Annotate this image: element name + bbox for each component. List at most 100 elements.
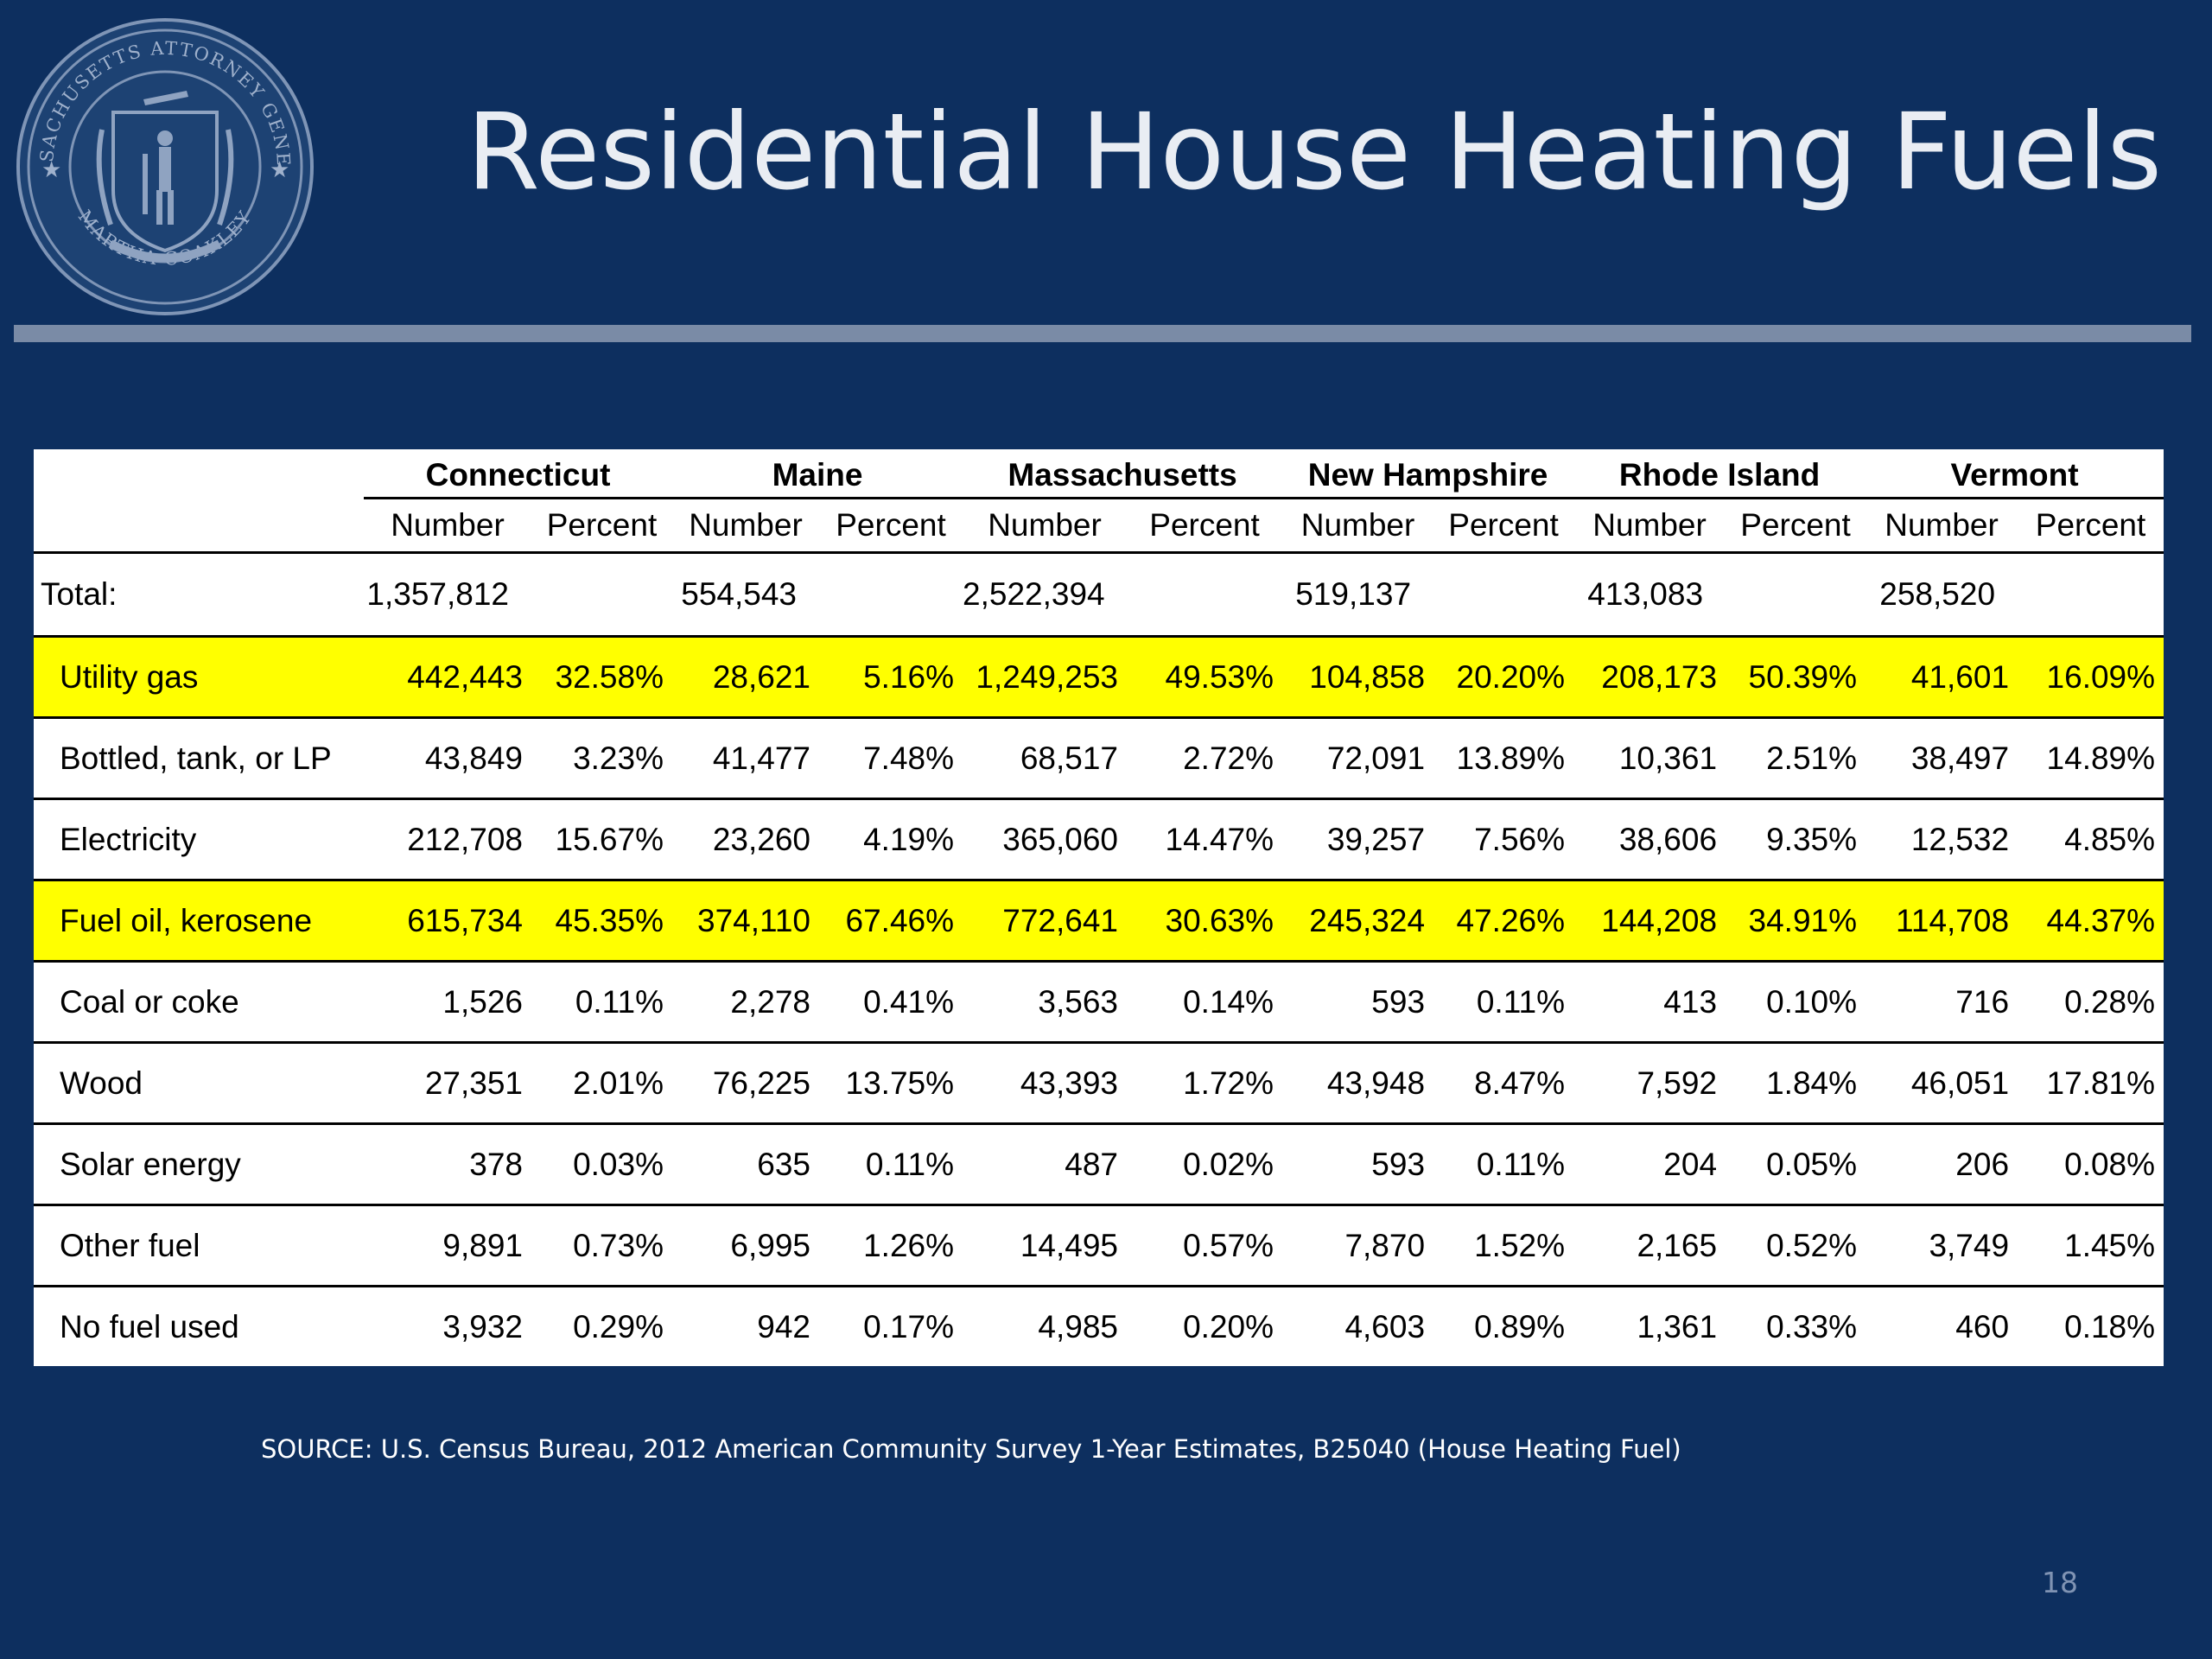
number-cell: 365,060	[963, 798, 1128, 881]
percent-cell: 0.18%	[2064, 1308, 2156, 1344]
percent-cell: 0.11%	[531, 961, 672, 1044]
percent-cell: 0.57%	[1127, 1205, 1283, 1287]
table-row: Bottled, tank, or LP 43,849 3.23% 41,477 7.4…	[34, 717, 2164, 800]
percent-cell: 50.39%	[1726, 636, 1866, 719]
percent-cell: 0.11%	[1433, 1123, 1574, 1206]
number-cell: 460	[1955, 1308, 2010, 1344]
number-cell: 1,361	[1637, 1308, 1718, 1344]
percent-cell: 0.02%	[1127, 1123, 1283, 1206]
number-cell: 4,603	[1344, 1308, 1426, 1344]
percent-cell: 1.26%	[819, 1205, 963, 1287]
number-cell: 12,532	[1866, 798, 2018, 881]
number-cell: 43,849	[364, 717, 531, 800]
percent-cell: 49.53%	[1127, 636, 1283, 719]
table-row: Other fuel 9,891 0.73% 6,995 1.26% 14,495 0.57…	[34, 1205, 2164, 1287]
percent-cell: 8.47%	[1433, 1042, 1574, 1125]
table-row: Solar energy 378 0.03% 635 0.11% 487 0.02% 593 0…	[34, 1123, 2164, 1206]
table-row: Electricity 212,708 15.67% 23,260 4.19% 365,0…	[34, 798, 2164, 881]
fuel-type-label: Other fuel	[34, 1205, 364, 1287]
percent-cell: 44.37%	[2018, 880, 2164, 963]
number-cell: 3,932	[442, 1308, 523, 1344]
percent-cell: 0.33%	[1766, 1308, 1858, 1344]
percent-cell: 47.26%	[1433, 880, 1574, 963]
number-cell: 208,173	[1573, 636, 1726, 719]
state-header: Massachusetts	[963, 449, 1283, 499]
svg-text:★: ★	[270, 157, 289, 183]
percent-cell: 2.51%	[1726, 717, 1866, 800]
number-cell: 144,208	[1573, 880, 1726, 963]
number-cell: 104,858	[1282, 636, 1434, 719]
number-cell: 206	[1866, 1123, 2018, 1206]
slide-title: Residential House Heating Fuels	[467, 91, 2163, 213]
number-cell: 615,734	[364, 880, 531, 963]
number-cell: 942	[757, 1308, 810, 1344]
state-header: Vermont	[1866, 449, 2164, 499]
percent-cell: 5.16%	[819, 636, 963, 719]
percent-cell: 1.45%	[2018, 1205, 2164, 1287]
svg-text:★: ★	[41, 157, 61, 183]
number-cell: 374,110	[672, 880, 819, 963]
percent-cell: 32.58%	[531, 636, 672, 719]
state-header: Rhode Island	[1573, 449, 1866, 499]
percent-cell: 3.23%	[531, 717, 672, 800]
number-cell: 46,051	[1866, 1042, 2018, 1125]
total-value: 1,357,812	[364, 552, 531, 638]
number-cell: 41,477	[672, 717, 819, 800]
total-value: 413,083	[1573, 552, 1726, 638]
table-row: Coal or coke 1,526 0.11% 2,278 0.41% 3,563 0.1…	[34, 961, 2164, 1044]
number-cell: 3,563	[963, 961, 1128, 1044]
fuel-rows: Utility gas 442,443 32.58% 28,621 5.16% 1,249…	[34, 636, 2164, 1367]
fuel-type-label: Bottled, tank, or LP	[34, 717, 364, 800]
page-number: 18	[2042, 1566, 2078, 1599]
total-value: 519,137	[1282, 552, 1434, 638]
number-cell: 245,324	[1282, 880, 1434, 963]
column-header-percent: Percent	[1127, 499, 1283, 554]
column-header-number: Number	[963, 499, 1128, 554]
column-header-row: Number Percent Number Percent Number Per…	[34, 499, 2164, 554]
percent-cell: 34.91%	[1726, 880, 1866, 963]
column-header-number: Number	[672, 499, 819, 554]
title-divider	[14, 325, 2191, 342]
percent-cell: 0.11%	[1433, 961, 1574, 1044]
percent-cell: 13.75%	[819, 1042, 963, 1125]
source-note: SOURCE: U.S. Census Bureau, 2012 America…	[261, 1434, 1681, 1464]
number-cell: 1,249,253	[963, 636, 1128, 719]
percent-cell: 4.85%	[2018, 798, 2164, 881]
corner-cell	[34, 449, 364, 499]
percent-cell: 15.67%	[531, 798, 672, 881]
column-header-percent: Percent	[1726, 499, 1866, 554]
number-cell: 43,393	[963, 1042, 1128, 1125]
number-cell: 593	[1282, 961, 1434, 1044]
fuel-type-label: Wood	[34, 1042, 364, 1125]
percent-cell: 17.81%	[2018, 1042, 2164, 1125]
number-cell: 10,361	[1573, 717, 1726, 800]
percent-cell: 7.48%	[819, 717, 963, 800]
percent-cell: 0.20%	[1183, 1308, 1274, 1344]
percent-cell: 14.47%	[1127, 798, 1283, 881]
fuel-type-label: No fuel used	[60, 1308, 239, 1344]
percent-cell: 0.28%	[2018, 961, 2164, 1044]
number-cell: 1,526	[364, 961, 531, 1044]
fuel-type-label: Utility gas	[34, 636, 364, 719]
percent-cell: 1.84%	[1726, 1042, 1866, 1125]
percent-cell: 0.29%	[573, 1308, 664, 1344]
percent-cell: 0.05%	[1726, 1123, 1866, 1206]
number-cell: 28,621	[672, 636, 819, 719]
number-cell: 4,985	[1038, 1308, 1119, 1344]
percent-cell: 9.35%	[1726, 798, 1866, 881]
percent-cell: 0.41%	[819, 961, 963, 1044]
percent-cell: 4.19%	[819, 798, 963, 881]
number-cell: 7,870	[1282, 1205, 1434, 1287]
column-header-percent: Percent	[1433, 499, 1574, 554]
percent-cell: 7.56%	[1433, 798, 1574, 881]
number-cell: 635	[672, 1123, 819, 1206]
number-cell: 38,606	[1573, 798, 1726, 881]
table-row: Utility gas 442,443 32.58% 28,621 5.16% 1,249…	[34, 636, 2164, 719]
fuel-type-label: Electricity	[34, 798, 364, 881]
column-header-number: Number	[1573, 499, 1726, 554]
number-cell: 41,601	[1866, 636, 2018, 719]
state-header-row: Connecticut Maine Massachusetts New Hamp…	[34, 449, 2164, 499]
number-cell: 14,495	[963, 1205, 1128, 1287]
percent-cell: 0.14%	[1127, 961, 1283, 1044]
number-cell: 7,592	[1573, 1042, 1726, 1125]
